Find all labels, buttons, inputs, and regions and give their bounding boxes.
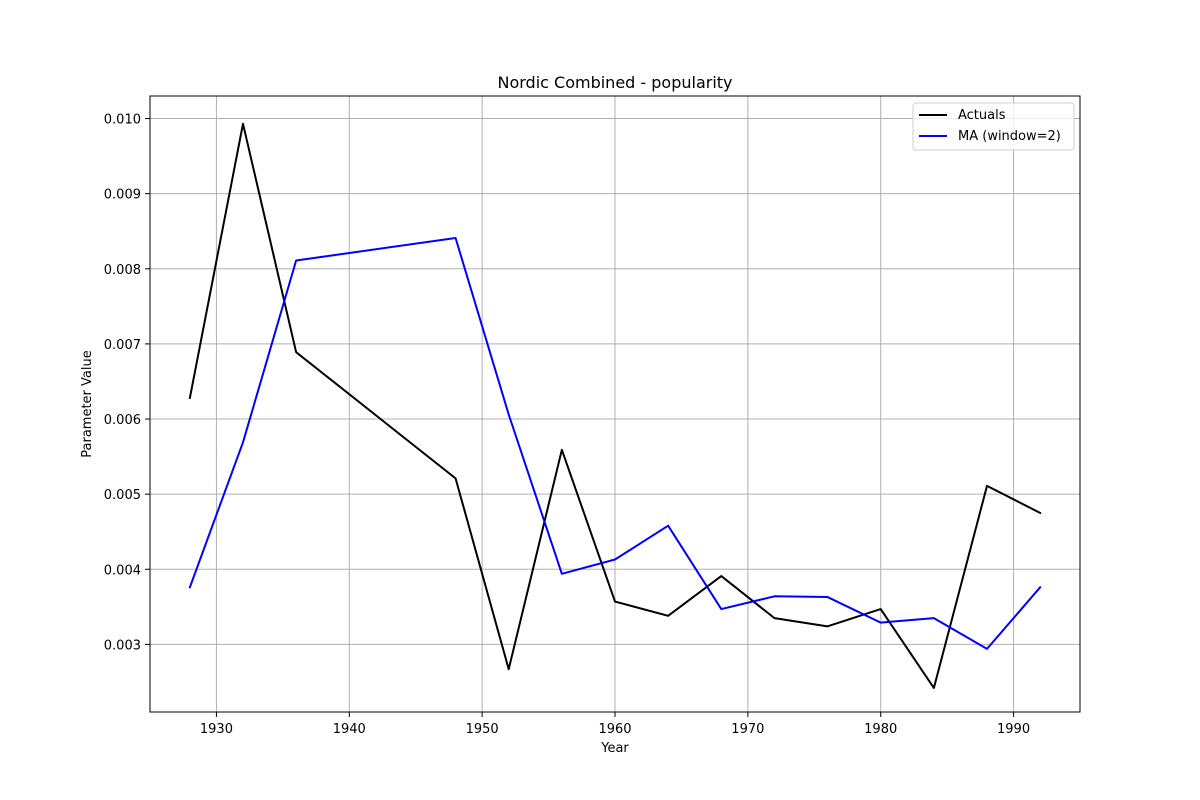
y-tick-label: 0.005	[104, 488, 141, 503]
y-tick-label: 0.003	[104, 638, 141, 653]
y-axis-label: Parameter Value	[80, 350, 95, 457]
y-tick-label: 0.006	[104, 413, 141, 428]
x-tick-label: 1960	[598, 722, 631, 737]
y-tick-label: 0.007	[104, 338, 141, 353]
grid-lines	[150, 96, 1080, 712]
legend-box	[912, 102, 1075, 151]
y-tick-label: 0.009	[104, 188, 141, 203]
y-tick-label: 0.010	[104, 113, 141, 128]
x-tick-label: 1990	[997, 722, 1030, 737]
x-tick-label: 1980	[864, 722, 897, 737]
y-tick-label: 0.004	[104, 563, 141, 578]
x-axis-label: Year	[600, 741, 629, 756]
series-line-moving-average	[188, 236, 1042, 650]
x-tick-label: 1930	[200, 722, 233, 737]
legend: Actuals MA (window=2)	[912, 102, 1075, 151]
y-axis-ticks: 0.003 0.004 0.005 0.006 0.007 0.008 0.009 0.010	[104, 113, 150, 653]
series-lines	[188, 122, 1042, 689]
x-tick-label: 1970	[731, 722, 764, 737]
x-tick-label: 1940	[333, 722, 366, 737]
x-tick-label: 1950	[466, 722, 499, 737]
legend-label-ma: MA (window=2)	[958, 129, 1061, 144]
chart-title: Nordic Combined - popularity	[497, 73, 732, 92]
x-axis-ticks: 1930 1940 1950 1960 1970 1980 1990	[200, 712, 1030, 737]
series-line-actuals	[188, 122, 1042, 689]
y-tick-label: 0.008	[104, 263, 141, 278]
legend-label-actuals: Actuals	[958, 108, 1006, 123]
